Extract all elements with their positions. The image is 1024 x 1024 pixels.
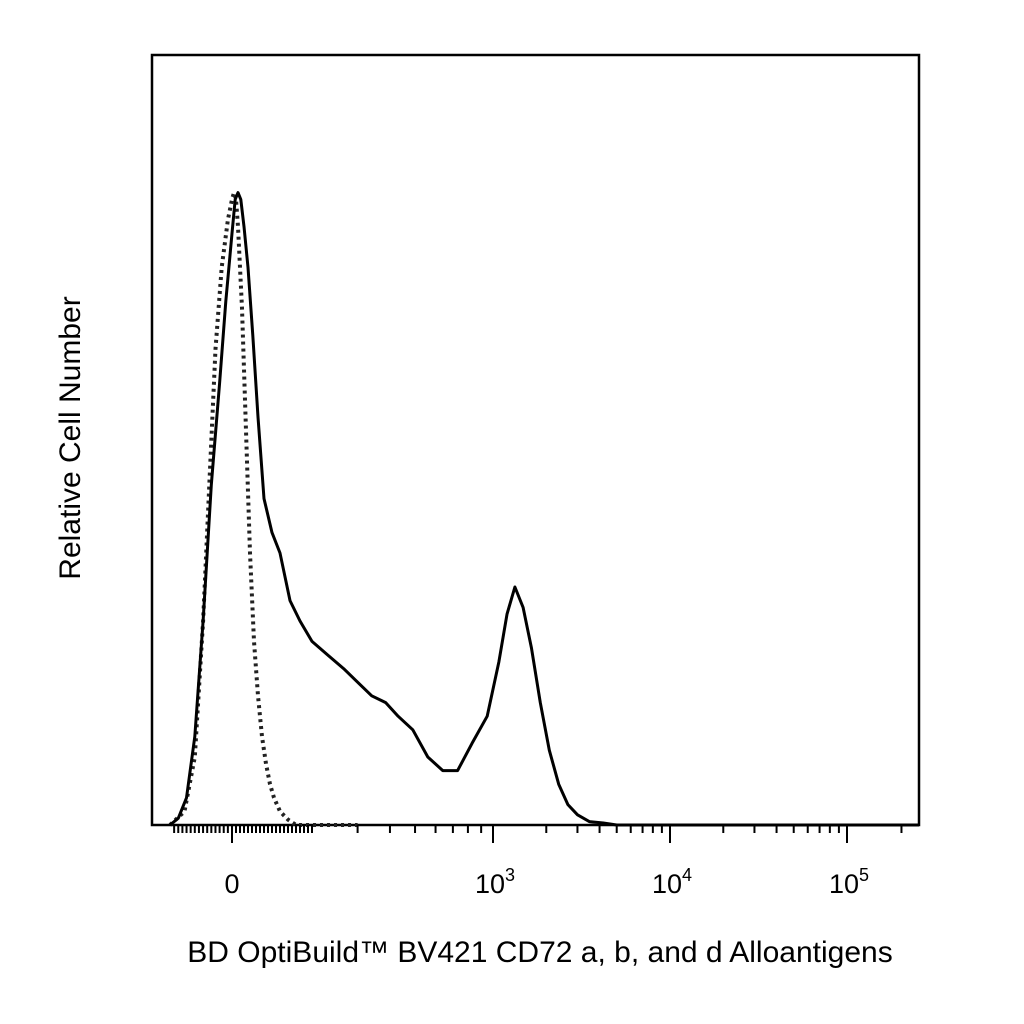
x-tick-label: 104: [652, 865, 692, 899]
series-layer: [168, 190, 919, 827]
series-line-control: [168, 190, 358, 827]
x-axis-tick-labels: 0 103 104 105: [224, 865, 869, 899]
x-tick-label: 0: [224, 869, 239, 899]
series-line-stained: [169, 191, 919, 827]
x-tick-label: 103: [475, 865, 515, 899]
x-axis-ticks: [173, 825, 903, 843]
plot-frame: [150, 53, 921, 827]
y-axis-title: Relative Cell Number: [54, 296, 87, 579]
x-tick-label: 105: [829, 865, 869, 899]
x-axis-title: BD OptiBuild™ BV421 CD72 a, b, and d All…: [187, 936, 892, 969]
